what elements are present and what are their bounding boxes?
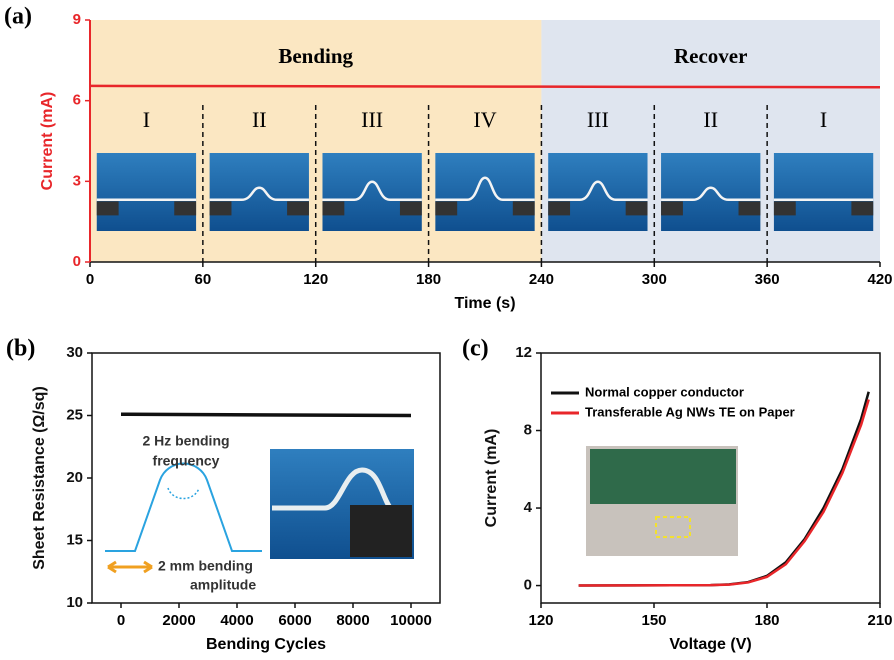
- x-tick-label: 210: [867, 612, 892, 629]
- y-tick-label: 12: [515, 344, 532, 361]
- clamp: [322, 201, 345, 216]
- x-tick-label: 180: [416, 271, 441, 288]
- phase-label: Bending: [278, 44, 353, 68]
- inset-board: [590, 449, 736, 504]
- series-line: [578, 399, 870, 587]
- stage-photo: [435, 153, 535, 231]
- panel-label: (b): [6, 336, 35, 362]
- film: [209, 186, 309, 202]
- inset-text: amplitude: [190, 577, 256, 593]
- panel-label: (a): [4, 4, 32, 30]
- stage-label: III: [587, 107, 609, 132]
- bending-dotted: [167, 487, 200, 500]
- stage-label: II: [703, 107, 718, 132]
- y-tick-label: 0: [73, 253, 81, 270]
- x-tick-label: 4000: [220, 612, 253, 629]
- panel-label: (c): [462, 336, 489, 362]
- stage-label: I: [820, 107, 827, 132]
- y-tick-label: 3: [73, 172, 81, 189]
- inset-text: 2 mm bending: [158, 558, 253, 574]
- stage-label: I: [143, 107, 150, 132]
- stage-photo: [773, 153, 874, 231]
- inset-stage: [350, 505, 412, 557]
- y-axis-label: Current (mA): [483, 429, 500, 528]
- y-tick-label: 0: [524, 577, 532, 594]
- stage-label: IV: [473, 107, 496, 132]
- clamp: [773, 201, 796, 216]
- x-tick-label: 420: [867, 271, 892, 288]
- x-tick-label: 2000: [162, 612, 195, 629]
- clamp: [287, 201, 309, 216]
- x-tick-label: 8000: [336, 612, 369, 629]
- clamp: [399, 201, 422, 216]
- series-line: [120, 412, 412, 418]
- y-tick-label: 6: [73, 92, 81, 109]
- clamp: [512, 201, 535, 216]
- x-tick-label: 6000: [278, 612, 311, 629]
- stage-label: III: [361, 107, 383, 132]
- x-tick-label: 150: [641, 612, 666, 629]
- clamp: [738, 201, 761, 216]
- stage-photo: [96, 153, 197, 231]
- clamp: [548, 201, 571, 216]
- series-line: [89, 84, 881, 89]
- clamp: [96, 201, 119, 216]
- inset-film: [272, 467, 394, 512]
- x-tick-label: 0: [117, 612, 125, 629]
- clamp: [435, 201, 458, 216]
- bending-diagram: [105, 462, 262, 552]
- x-tick-label: 360: [755, 271, 780, 288]
- clamp: [209, 201, 232, 216]
- y-tick-label: 4: [524, 499, 533, 516]
- y-axis-label: Current (mA): [39, 92, 56, 191]
- phase-label: Recover: [674, 44, 747, 68]
- stage-photo: [322, 153, 422, 231]
- legend-label: Transferable Ag NWs TE on Paper: [585, 404, 795, 419]
- inset-marker: [655, 516, 691, 538]
- clamp: [625, 201, 648, 216]
- x-tick-label: 300: [642, 271, 667, 288]
- inset-text: 2 Hz bending: [142, 433, 229, 449]
- film: [661, 186, 761, 202]
- x-tick-label: 0: [86, 271, 94, 288]
- legend-label: Normal copper conductor: [585, 384, 744, 399]
- inset-text: frequency: [153, 453, 220, 469]
- x-tick-label: 240: [529, 271, 554, 288]
- film: [322, 180, 422, 202]
- x-tick-label: 60: [195, 271, 212, 288]
- x-tick-label: 10000: [390, 612, 432, 629]
- clamp: [174, 201, 197, 216]
- plot-frame: [91, 352, 441, 604]
- x-axis-label: Voltage (V): [669, 636, 751, 653]
- y-tick-label: 20: [66, 469, 83, 486]
- y-tick-label: 8: [524, 421, 532, 438]
- stage-photo: [209, 153, 309, 231]
- film: [548, 180, 648, 202]
- y-axis-label: Sheet Resistance (Ω/sq): [31, 386, 48, 570]
- amplitude-arrow: [107, 560, 153, 574]
- stage-photo: [661, 153, 761, 231]
- x-tick-label: 180: [754, 612, 779, 629]
- x-axis-label: Time (s): [454, 295, 515, 312]
- clamp: [851, 201, 874, 216]
- x-axis-label: Bending Cycles: [206, 636, 326, 653]
- y-tick-label: 15: [66, 531, 83, 548]
- y-tick-label: 9: [73, 11, 81, 28]
- film: [435, 176, 535, 202]
- x-tick-label: 120: [528, 612, 553, 629]
- stage-photo: [548, 153, 648, 231]
- y-tick-label: 30: [66, 344, 83, 361]
- x-tick-label: 120: [303, 271, 328, 288]
- y-tick-label: 25: [66, 406, 83, 423]
- y-tick-label: 10: [66, 594, 83, 611]
- stage-label: II: [252, 107, 267, 132]
- plot-frame: [540, 352, 881, 604]
- clamp: [661, 201, 683, 216]
